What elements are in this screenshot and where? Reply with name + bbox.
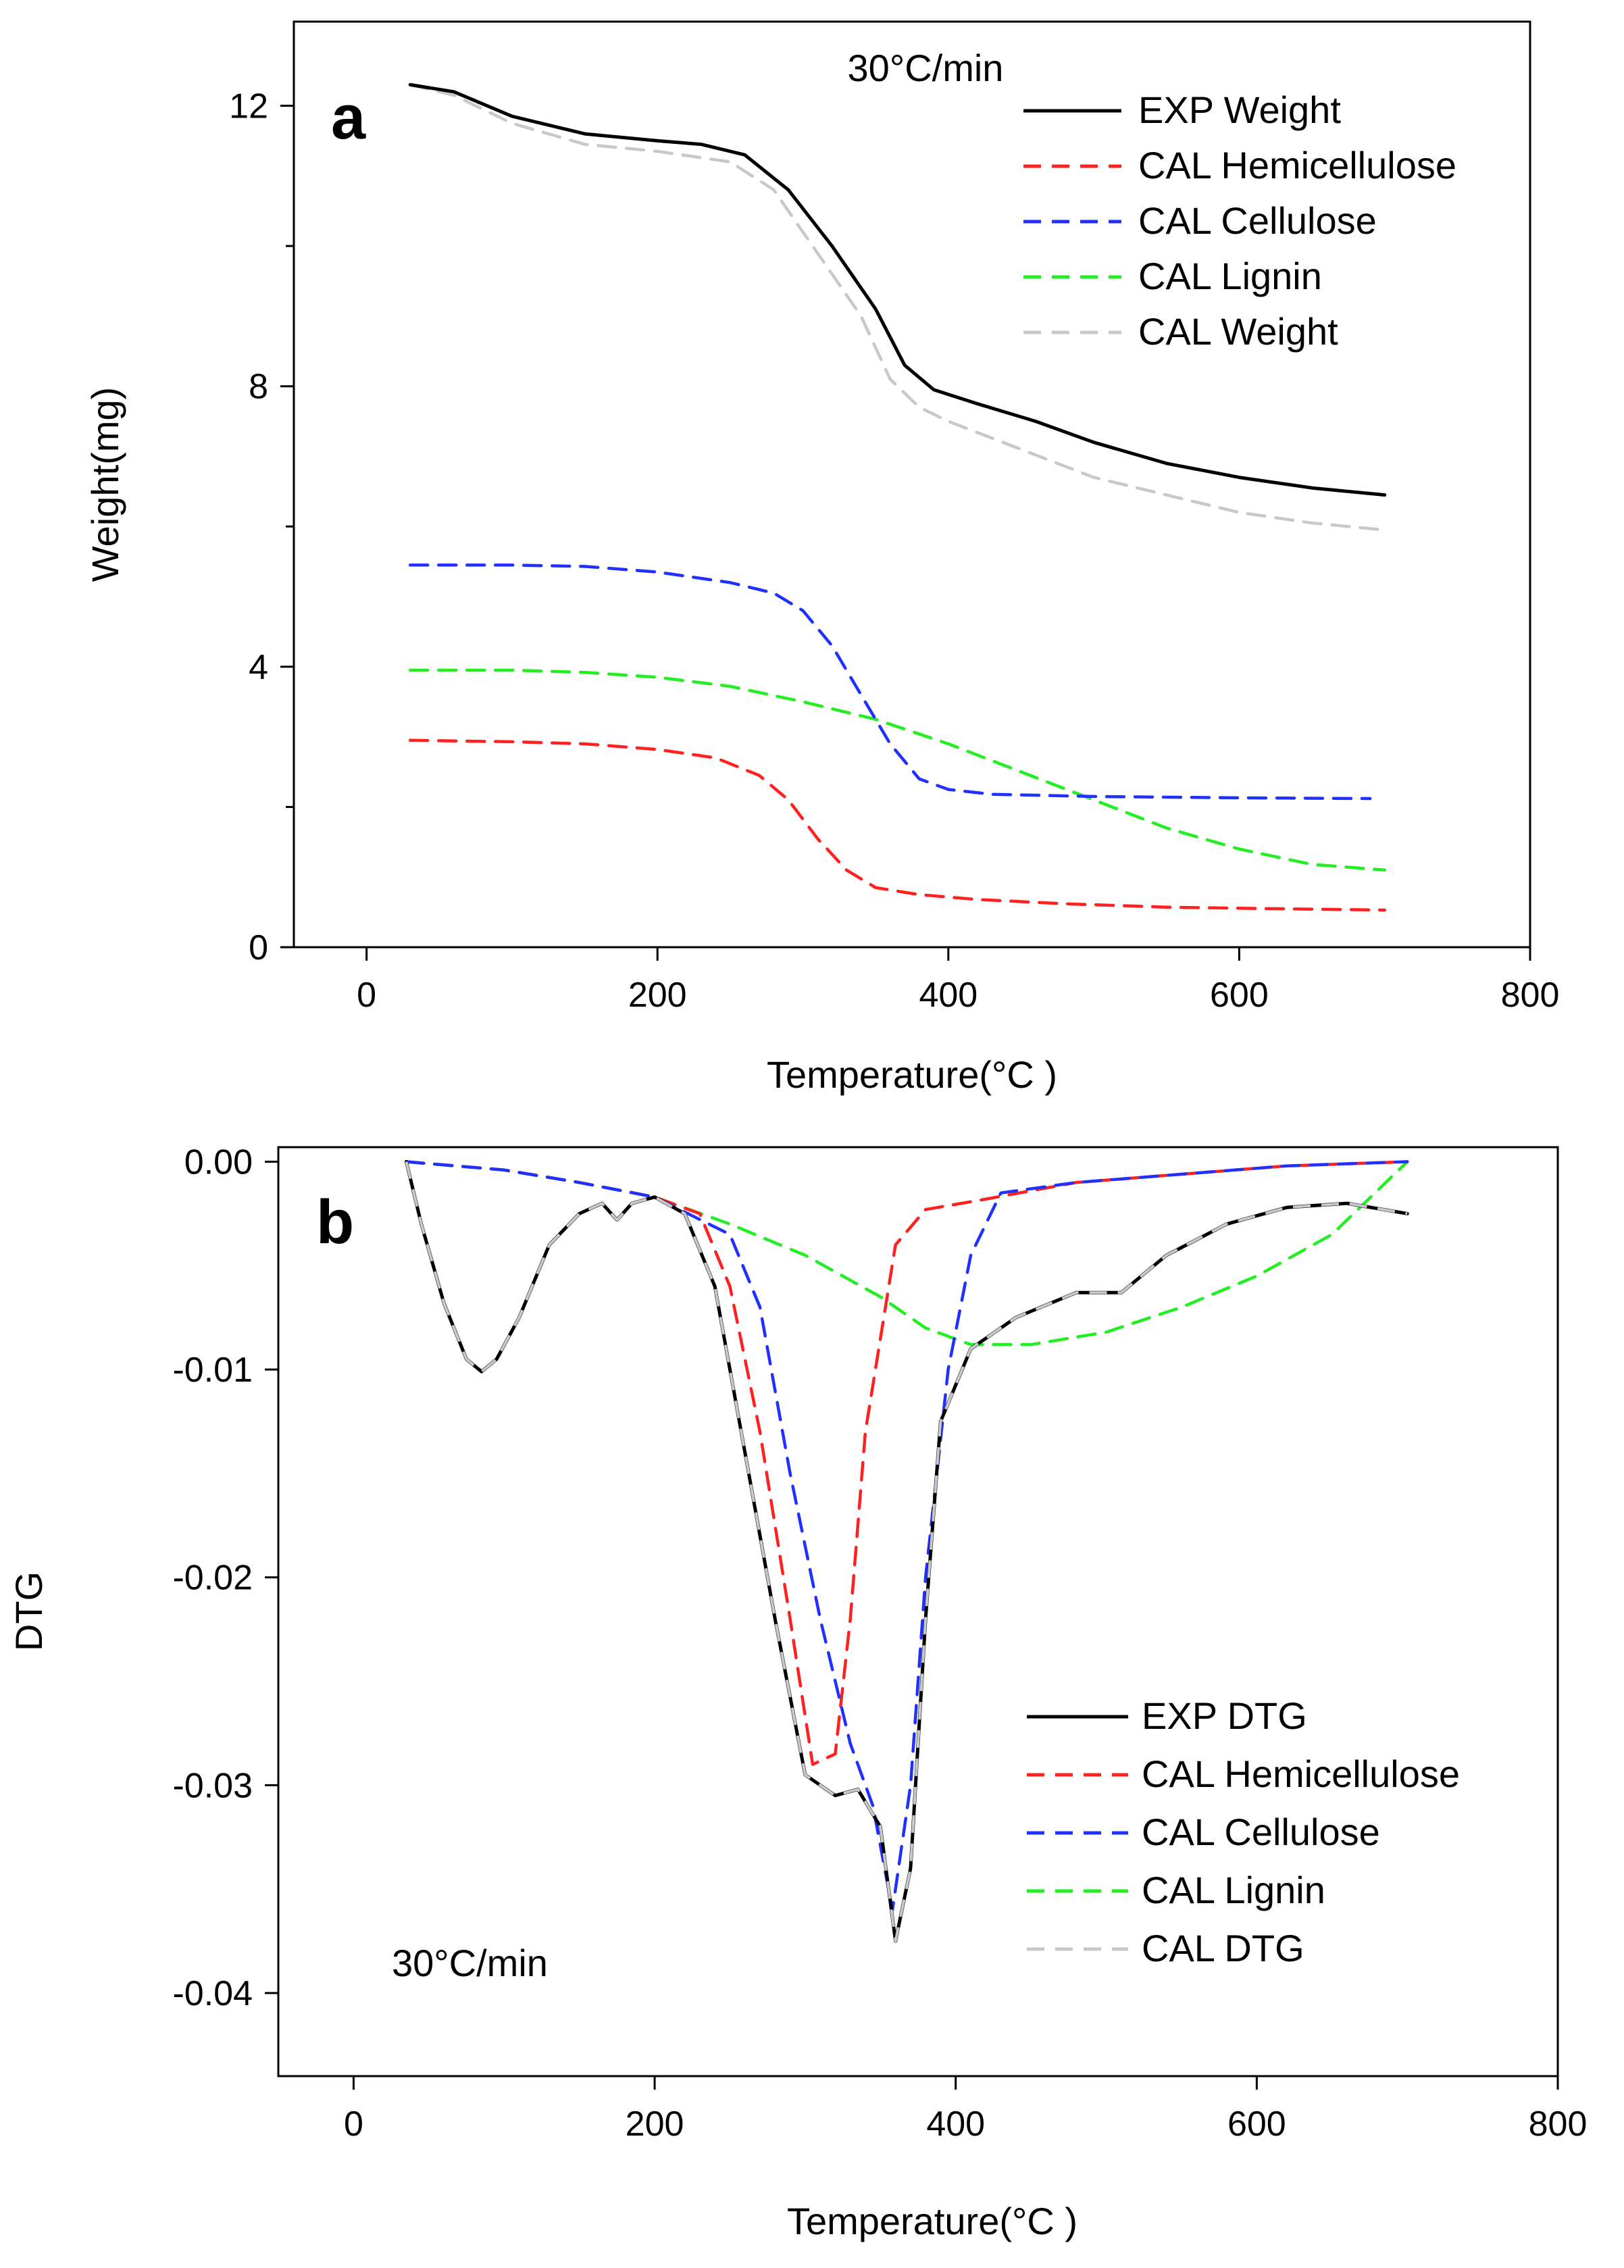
x-tick-label: 600 xyxy=(1210,976,1269,1015)
y-tick-label: -0.01 xyxy=(172,1351,253,1390)
legend-label: CAL DTG xyxy=(1142,1927,1304,1969)
x-tick-label: 600 xyxy=(1227,2105,1286,2144)
y-tick-label: -0.03 xyxy=(172,1766,253,1805)
legend-label: CAL Hemicellulose xyxy=(1142,1753,1460,1795)
x-tick-label: 800 xyxy=(1529,2105,1588,2144)
x-axis-title: Temperature(°C ) xyxy=(787,2200,1077,2242)
series-line-cal-hemicellulose xyxy=(405,1160,1409,1766)
legend-label: CAL Cellulose xyxy=(1142,1811,1380,1853)
y-tick-label: -0.04 xyxy=(172,1974,253,2013)
x-tick-label: 400 xyxy=(926,2105,985,2144)
y-tick-label: 0.00 xyxy=(184,1143,253,1182)
legend-label: CAL Lignin xyxy=(1138,255,1322,297)
x-axis-title: Temperature(°C ) xyxy=(767,1053,1057,1096)
x-tick-label: 400 xyxy=(919,976,978,1015)
series-line-cal-dtg-overlay xyxy=(405,1161,1408,1943)
x-tick-label: 0 xyxy=(357,976,376,1015)
y-axis-title: DTG xyxy=(7,1571,50,1651)
chart-panel-b: 0 200 400 600 800 0.00 -0.01 -0.02 -0.03 -0.04 Tem… xyxy=(7,1143,1587,2242)
legend-label: CAL Weight xyxy=(1138,310,1338,353)
heating-rate-label: 30°C/min xyxy=(392,1942,548,1984)
plot-frame xyxy=(293,20,1531,949)
legend-label: CAL Cellulose xyxy=(1138,199,1377,242)
series-line-cal-hemicellulose xyxy=(408,738,1386,912)
y-axis-title: Weight(mg) xyxy=(84,387,126,582)
x-tick-label: 200 xyxy=(626,2105,684,2144)
chart-panel-a: 0 200 400 600 800 0 4 8 12 Temperature(°C ) Weight… xyxy=(84,20,1560,1096)
x-tick-label: 0 xyxy=(344,2105,363,2144)
heating-rate-label: 30°C/min xyxy=(848,47,1004,89)
legend-label: CAL Lignin xyxy=(1142,1869,1325,1911)
panel-letter: a xyxy=(331,83,366,152)
plot-frame xyxy=(277,1146,1559,2077)
series-line-cal-lignin xyxy=(405,1160,1409,1346)
legend-label: CAL Hemicellulose xyxy=(1138,144,1456,186)
series-line-cal-cellulose xyxy=(405,1160,1409,1912)
series-line-cal-cellulose xyxy=(408,563,1372,801)
x-tick-label: 200 xyxy=(628,976,687,1015)
panel-letter: b xyxy=(316,1188,354,1257)
y-tick-label: 4 xyxy=(249,648,268,687)
y-tick-label: -0.02 xyxy=(172,1559,253,1598)
series-line-exp-weight xyxy=(408,82,1387,497)
series-line-cal-lignin xyxy=(408,668,1386,872)
legend-label: EXP DTG xyxy=(1142,1694,1307,1737)
series-line-cal-weight xyxy=(408,83,1386,532)
legend-label: EXP Weight xyxy=(1138,89,1341,131)
y-tick-label: 0 xyxy=(249,928,268,967)
y-tick-label: 12 xyxy=(229,87,268,126)
x-tick-label: 800 xyxy=(1501,976,1560,1015)
y-tick-label: 8 xyxy=(249,368,268,407)
